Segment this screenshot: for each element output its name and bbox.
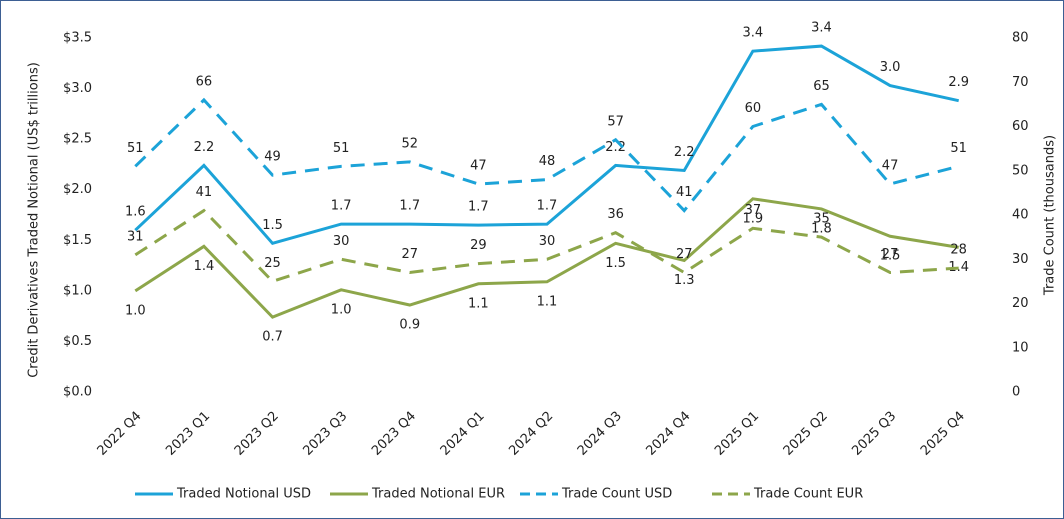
data-label: 0.9: [399, 318, 420, 333]
series-line: [134, 97, 960, 213]
y2-tick-label: 0: [1012, 385, 1020, 400]
data-label: 29: [470, 238, 487, 253]
y-tick-label: $2.0: [63, 182, 92, 197]
y2-tick-label: 10: [1012, 340, 1029, 355]
data-label: 1.7: [331, 199, 352, 214]
data-label: 28: [950, 243, 967, 258]
y-tick-label: $0.0: [63, 385, 92, 400]
data-label: 47: [470, 159, 487, 174]
data-label: 36: [607, 207, 624, 222]
y-tick-label: $3.0: [63, 81, 92, 96]
data-label: 1.7: [537, 199, 558, 214]
data-label: 47: [882, 159, 899, 174]
data-label: 1.7: [399, 199, 420, 214]
data-label: 1.5: [262, 218, 283, 233]
data-label: 1.4: [194, 259, 215, 274]
data-label: 35: [813, 212, 830, 227]
data-label: 2.2: [194, 140, 215, 155]
y2-tick-label: 30: [1012, 252, 1029, 267]
series-line: [134, 208, 959, 284]
data-label: 1.1: [468, 296, 489, 311]
legend-label: Trade Count USD: [561, 487, 672, 502]
y-tick-label: $1.5: [63, 233, 92, 248]
legend-label: Traded Notional USD: [176, 487, 311, 502]
data-label: 30: [539, 234, 556, 249]
legend-label: Traded Notional EUR: [371, 487, 505, 502]
series-line: [134, 197, 959, 319]
data-label: 60: [745, 101, 762, 116]
data-label: 1.1: [537, 294, 558, 309]
data-label: 51: [950, 141, 967, 156]
data-label: 52: [401, 136, 418, 151]
data-label: 1.7: [468, 200, 489, 215]
y-tick-label: $0.5: [63, 334, 92, 349]
data-label: 51: [333, 141, 350, 156]
legend-label: Trade Count EUR: [753, 487, 863, 502]
data-label: 37: [745, 203, 762, 218]
y2-axis-label: Trade Count (thousands): [1043, 135, 1058, 296]
data-label: 1.9: [743, 211, 764, 226]
y2-tick-label: 60: [1012, 119, 1029, 134]
y-tick-label: $2.5: [63, 132, 92, 147]
data-label: 1.5: [605, 256, 626, 271]
data-label: 1.0: [125, 303, 146, 318]
data-label: 1.4: [948, 260, 969, 275]
data-label: 31: [127, 229, 144, 244]
y-tick-label: $1.0: [63, 283, 92, 298]
data-label: 0.7: [262, 330, 283, 345]
data-label: 51: [127, 141, 144, 156]
data-label: 57: [607, 114, 624, 129]
data-label: 27: [882, 247, 899, 262]
series-line: [134, 44, 960, 246]
data-label: 1.8: [811, 221, 832, 236]
data-label: 2.2: [674, 145, 695, 160]
data-label: 25: [264, 256, 281, 271]
data-label: 27: [676, 247, 693, 262]
data-label: 3.4: [811, 21, 832, 36]
data-label: 65: [813, 79, 830, 94]
y-axis-label: Credit Derivatives Traded Notional (US$ …: [27, 62, 42, 378]
data-label: 2.9: [948, 75, 969, 90]
y2-tick-label: 80: [1012, 31, 1029, 46]
data-label: 30: [333, 234, 350, 249]
data-label: 41: [196, 185, 213, 200]
y2-tick-label: 70: [1012, 75, 1029, 90]
data-label: 1.0: [331, 302, 352, 317]
data-label: 49: [264, 150, 281, 165]
y2-tick-label: 20: [1012, 296, 1029, 311]
y2-tick-label: 50: [1012, 163, 1029, 178]
data-label: 1.6: [125, 205, 146, 220]
data-label: 48: [539, 154, 556, 169]
data-label: 3.4: [743, 26, 764, 41]
data-label: 3.0: [880, 60, 901, 75]
y-tick-label: $3.5: [63, 31, 92, 46]
data-label: 66: [196, 74, 213, 89]
data-label: 41: [676, 185, 693, 200]
data-label: 1.3: [674, 273, 695, 288]
data-label: 27: [401, 247, 418, 262]
y2-tick-label: 40: [1012, 208, 1029, 223]
data-label: 1.5: [880, 249, 901, 264]
